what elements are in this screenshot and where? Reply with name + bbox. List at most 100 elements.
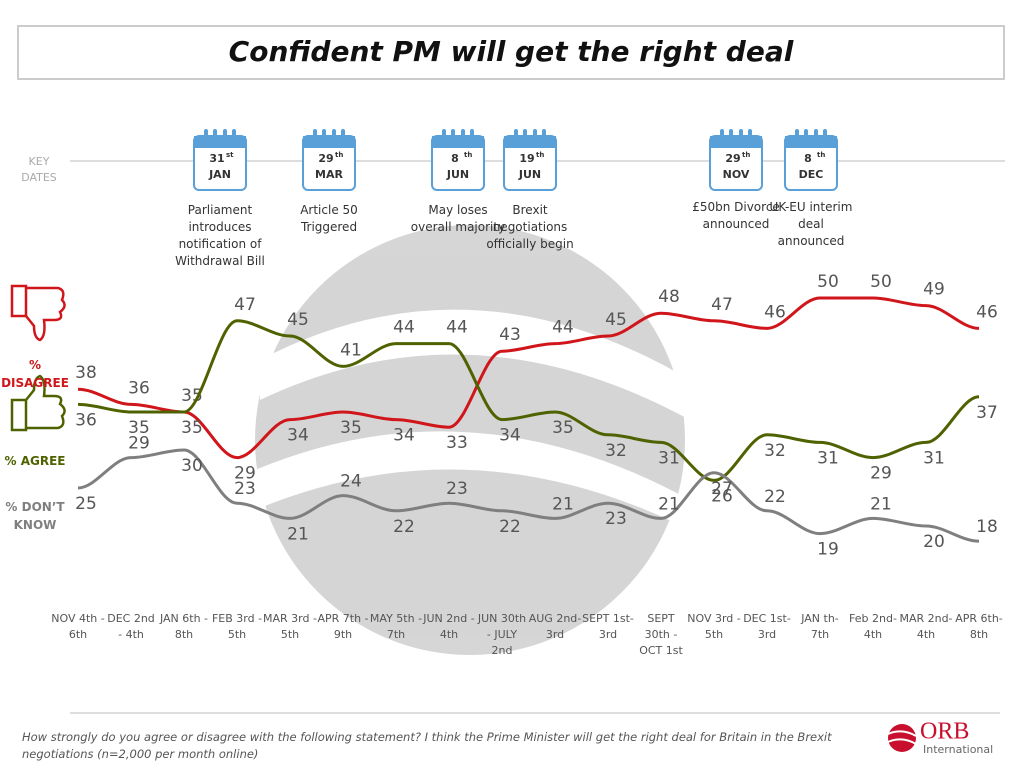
data-label: 22 (764, 487, 786, 507)
data-label: 21 (870, 494, 892, 514)
calendar-month: JAN (208, 168, 231, 181)
data-label: 29 (234, 464, 256, 484)
calendar-ring (804, 129, 808, 141)
calendar-day: 31 (209, 152, 224, 165)
x-tick-label: SEPT 30th - OCT 1st (639, 612, 683, 657)
calendar-suffix: th (742, 151, 750, 159)
calendar-icon: 8 th JUN (431, 129, 485, 191)
data-label: 20 (923, 532, 945, 552)
data-label: 23 (605, 509, 627, 529)
data-label: 31 (658, 448, 680, 468)
data-label: 32 (605, 441, 627, 461)
x-tick-label: DEC 1st- 3rd (743, 612, 791, 641)
data-label: 36 (128, 378, 150, 398)
x-tick-label: APR 6th- 8th (955, 612, 1003, 641)
calendar-month: JUN (446, 168, 469, 181)
x-tick-label: NOV 3rd - 5th (687, 612, 741, 641)
footnote: How strongly do you agree or disagree wi… (22, 730, 832, 761)
data-label: 22 (393, 517, 415, 537)
data-label: 24 (340, 472, 362, 492)
x-tick-label: APR 7th - 9th (317, 612, 369, 641)
logo-subtitle: International (923, 743, 993, 756)
logo: ORB International (887, 719, 993, 756)
data-label: 31 (817, 448, 839, 468)
calendar-ring (795, 129, 799, 141)
data-label: 29 (128, 434, 150, 454)
calendar-ring (223, 129, 227, 141)
calendar-header (785, 136, 837, 148)
calendar-suffix: th (335, 151, 343, 159)
calendar-day: 8 (804, 152, 812, 165)
data-label: 22 (499, 517, 521, 537)
key-date-text: Brexit negotiations officially begin (486, 203, 574, 251)
calendar-ring (533, 129, 537, 141)
data-label: 35 (181, 386, 203, 406)
calendar-ring (748, 129, 752, 141)
data-label: 46 (764, 302, 786, 322)
calendar-ring (823, 129, 827, 141)
data-label: 45 (287, 310, 309, 330)
data-label: 47 (711, 295, 733, 315)
calendar-header (504, 136, 556, 148)
data-label: 34 (499, 426, 521, 446)
calendar-header (303, 136, 355, 148)
key-date-text: Parliament introduces notification of Wi… (175, 203, 265, 268)
x-tick-label: MAR 3rd - 5th (263, 612, 317, 641)
data-label: 35 (181, 418, 203, 438)
calendar-ring (461, 129, 465, 141)
series-line (77, 296, 980, 460)
calendar-icon: 31 st JAN (193, 129, 247, 191)
data-label: 21 (658, 494, 680, 514)
calendar-ring (542, 129, 546, 141)
calendar-icon: 8 th DEC (784, 129, 838, 191)
x-tick-label: FEB 3rd - 5th (211, 612, 263, 641)
calendar-ring (442, 129, 446, 141)
data-label: 44 (552, 318, 574, 338)
legend-label: % DON’T KNOW (5, 500, 65, 532)
calendar-ring (514, 129, 518, 141)
data-label: 32 (764, 441, 786, 461)
data-label: 44 (446, 318, 468, 338)
data-label: 23 (446, 479, 468, 499)
calendar-header (432, 136, 484, 148)
globe-background (255, 225, 690, 655)
calendar-suffix: st (226, 151, 234, 159)
calendar-month: NOV (723, 168, 750, 181)
data-label: 23 (234, 479, 256, 499)
series-line (77, 448, 980, 543)
calendar-ring (322, 129, 326, 141)
logo-text: ORB (920, 719, 969, 745)
calendar-ring (720, 129, 724, 141)
data-label: 43 (499, 325, 521, 345)
calendar-ring (451, 129, 455, 141)
calendar-day: 19 (519, 152, 534, 165)
data-label: 35 (340, 418, 362, 438)
x-tick-label: JAN th- 7th (801, 612, 839, 641)
title-box (17, 25, 1005, 80)
key-dates-label: KEY DATES (21, 155, 57, 184)
calendar-header (194, 136, 246, 148)
x-tick-label: MAR 2nd- 4th (899, 612, 953, 641)
data-label: 34 (393, 426, 415, 446)
chart-title: Confident PM will get the right deal (229, 35, 794, 68)
series-line (77, 319, 980, 482)
calendar-ring (739, 129, 743, 141)
x-tick-label: DEC 2nd - 4th (107, 612, 155, 641)
calendar-month: DEC (799, 168, 824, 181)
data-label: 26 (711, 486, 733, 506)
data-label: 31 (923, 448, 945, 468)
calendar-icon: 29 th NOV (709, 129, 763, 191)
calendar-month: MAR (315, 168, 343, 181)
calendar-ring (729, 129, 733, 141)
data-label: 50 (817, 272, 839, 292)
calendar-ring (332, 129, 336, 141)
data-label: 35 (128, 418, 150, 438)
data-label: 46 (976, 302, 998, 322)
calendar-suffix: th (817, 151, 825, 159)
data-label: 36 (75, 410, 97, 430)
disagree-icon (10, 284, 66, 342)
data-label: 34 (287, 426, 309, 446)
calendar-day: 8 (451, 152, 459, 165)
